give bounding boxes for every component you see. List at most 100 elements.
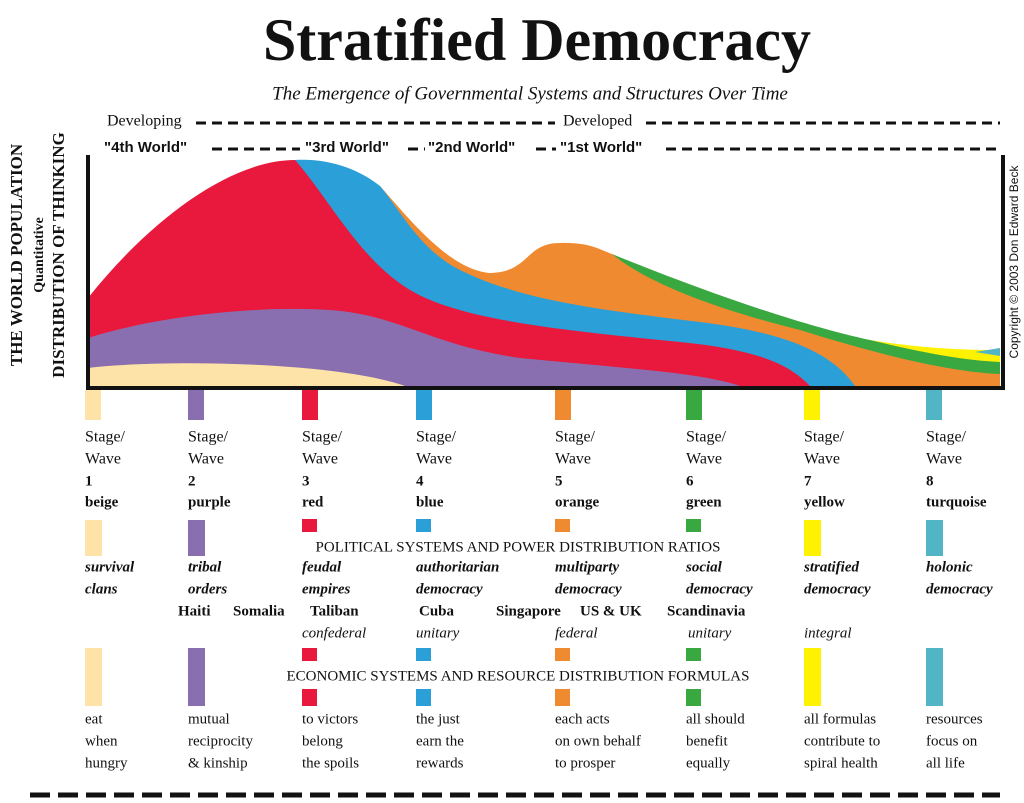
stage-color-name: beige: [85, 494, 119, 510]
economic-formula: earn the: [416, 733, 464, 749]
economic-formula: on own behalf: [555, 733, 641, 749]
economic-formula: when: [85, 733, 118, 749]
chart-frame: [86, 155, 1005, 390]
developing-label: Developing: [107, 113, 182, 130]
economic-bar: [416, 689, 431, 706]
economic-formula: to prosper: [555, 755, 615, 771]
economic-bar: [555, 689, 570, 706]
country: US & UK: [580, 603, 642, 619]
political-system: stratified: [803, 559, 859, 575]
political-bar: [85, 520, 102, 556]
political-system: multiparty: [555, 559, 620, 575]
political-system: survival: [84, 559, 135, 575]
stage-number: 1: [85, 473, 93, 489]
economic-bar: [555, 648, 570, 661]
economic-bar: [416, 648, 431, 661]
country: Taliban: [310, 603, 359, 619]
political-bar: [188, 520, 205, 556]
economic-formula: each acts: [555, 711, 610, 727]
stage-swatch: [804, 390, 820, 420]
country: Somalia: [233, 603, 285, 619]
stage-label: Wave: [686, 451, 722, 468]
political-bar: [686, 519, 701, 532]
axis-label: THE WORLD POPULATION: [7, 143, 26, 366]
economic-bar: [85, 648, 102, 706]
economic-bar: [188, 648, 205, 706]
economic-bar: [302, 689, 317, 706]
country: Singapore: [496, 603, 561, 619]
economic-formula: & kinship: [188, 755, 248, 771]
stage-color-name: green: [686, 494, 722, 510]
copyright: Copyright © 2003 Don Edward Beck: [1007, 165, 1021, 359]
stage-swatch: [188, 390, 204, 420]
system-type: integral: [804, 625, 852, 641]
world-label: "2nd World": [428, 139, 515, 156]
stage-color-name: yellow: [804, 494, 845, 510]
stage-label: Wave: [188, 451, 224, 468]
economic-bar: [686, 648, 701, 661]
political-system: clans: [85, 581, 118, 597]
economic-bar: [926, 648, 943, 706]
political-bar: [926, 520, 943, 556]
economic-formula: hungry: [85, 755, 128, 771]
stage-color-name: red: [302, 494, 324, 510]
political-heading: POLITICAL SYSTEMS AND POWER DISTRIBUTION…: [316, 539, 721, 555]
stage-number: 5: [555, 473, 563, 489]
system-type: federal: [555, 625, 598, 641]
stage-color-name: purple: [188, 494, 231, 510]
world-label: "1st World": [560, 139, 642, 156]
political-system: orders: [188, 581, 227, 597]
stage-label: Stage/: [188, 429, 229, 446]
stage-swatch: [85, 390, 101, 420]
political-system: democracy: [804, 581, 871, 597]
population-areas: [88, 159, 1000, 386]
area-beige: [88, 363, 405, 386]
political-system: social: [685, 559, 723, 575]
economic-formula: spiral health: [804, 755, 878, 771]
stage-color-name: orange: [555, 494, 600, 510]
country: Scandinavia: [667, 603, 746, 619]
stage-number: 8: [926, 473, 934, 489]
economic-heading: ECONOMIC SYSTEMS AND RESOURCE DISTRIBUTI…: [287, 668, 750, 684]
stage-number: 4: [416, 473, 424, 489]
economic-formula: reciprocity: [188, 733, 253, 749]
political-system: feudal: [302, 559, 342, 575]
stage-label: Wave: [302, 451, 338, 468]
country: Cuba: [419, 603, 455, 619]
system-type: confederal: [302, 625, 366, 641]
political-bar: [555, 519, 570, 532]
world-label: "3rd World": [305, 139, 389, 156]
economic-formula: resources: [926, 711, 983, 727]
economic-formula: mutual: [188, 711, 230, 727]
system-type: unitary: [416, 625, 460, 641]
political-system: holonic: [926, 559, 973, 575]
title: Stratified Democracy: [263, 7, 811, 73]
economic-formula: all formulas: [804, 711, 876, 727]
stage-label: Wave: [416, 451, 452, 468]
political-system: authoritarian: [416, 559, 499, 575]
political-bar: [302, 519, 317, 532]
stage-label: Stage/: [804, 429, 845, 446]
economic-bar: [686, 689, 701, 706]
economic-formula: eat: [85, 711, 103, 727]
economic-formula: rewards: [416, 755, 464, 771]
economic-formula: belong: [302, 733, 343, 749]
stage-swatch: [302, 390, 318, 420]
economic-formula: equally: [686, 755, 731, 771]
developed-label: Developed: [563, 113, 632, 130]
economic-formula: the spoils: [302, 755, 359, 771]
stage-label: Wave: [804, 451, 840, 468]
stage-color-name: blue: [416, 494, 444, 510]
area-turquoise: [975, 348, 1000, 356]
stage-color-name: turquoise: [926, 494, 987, 510]
stage-swatch: [555, 390, 571, 420]
economic-formula: benefit: [686, 733, 728, 749]
world-label: "4th World": [104, 139, 187, 156]
stage-swatch: [686, 390, 702, 420]
political-system: tribal: [188, 559, 222, 575]
economic-formula: focus on: [926, 733, 978, 749]
political-system: democracy: [686, 581, 753, 597]
system-type: unitary: [688, 625, 732, 641]
stage-swatch: [926, 390, 942, 420]
